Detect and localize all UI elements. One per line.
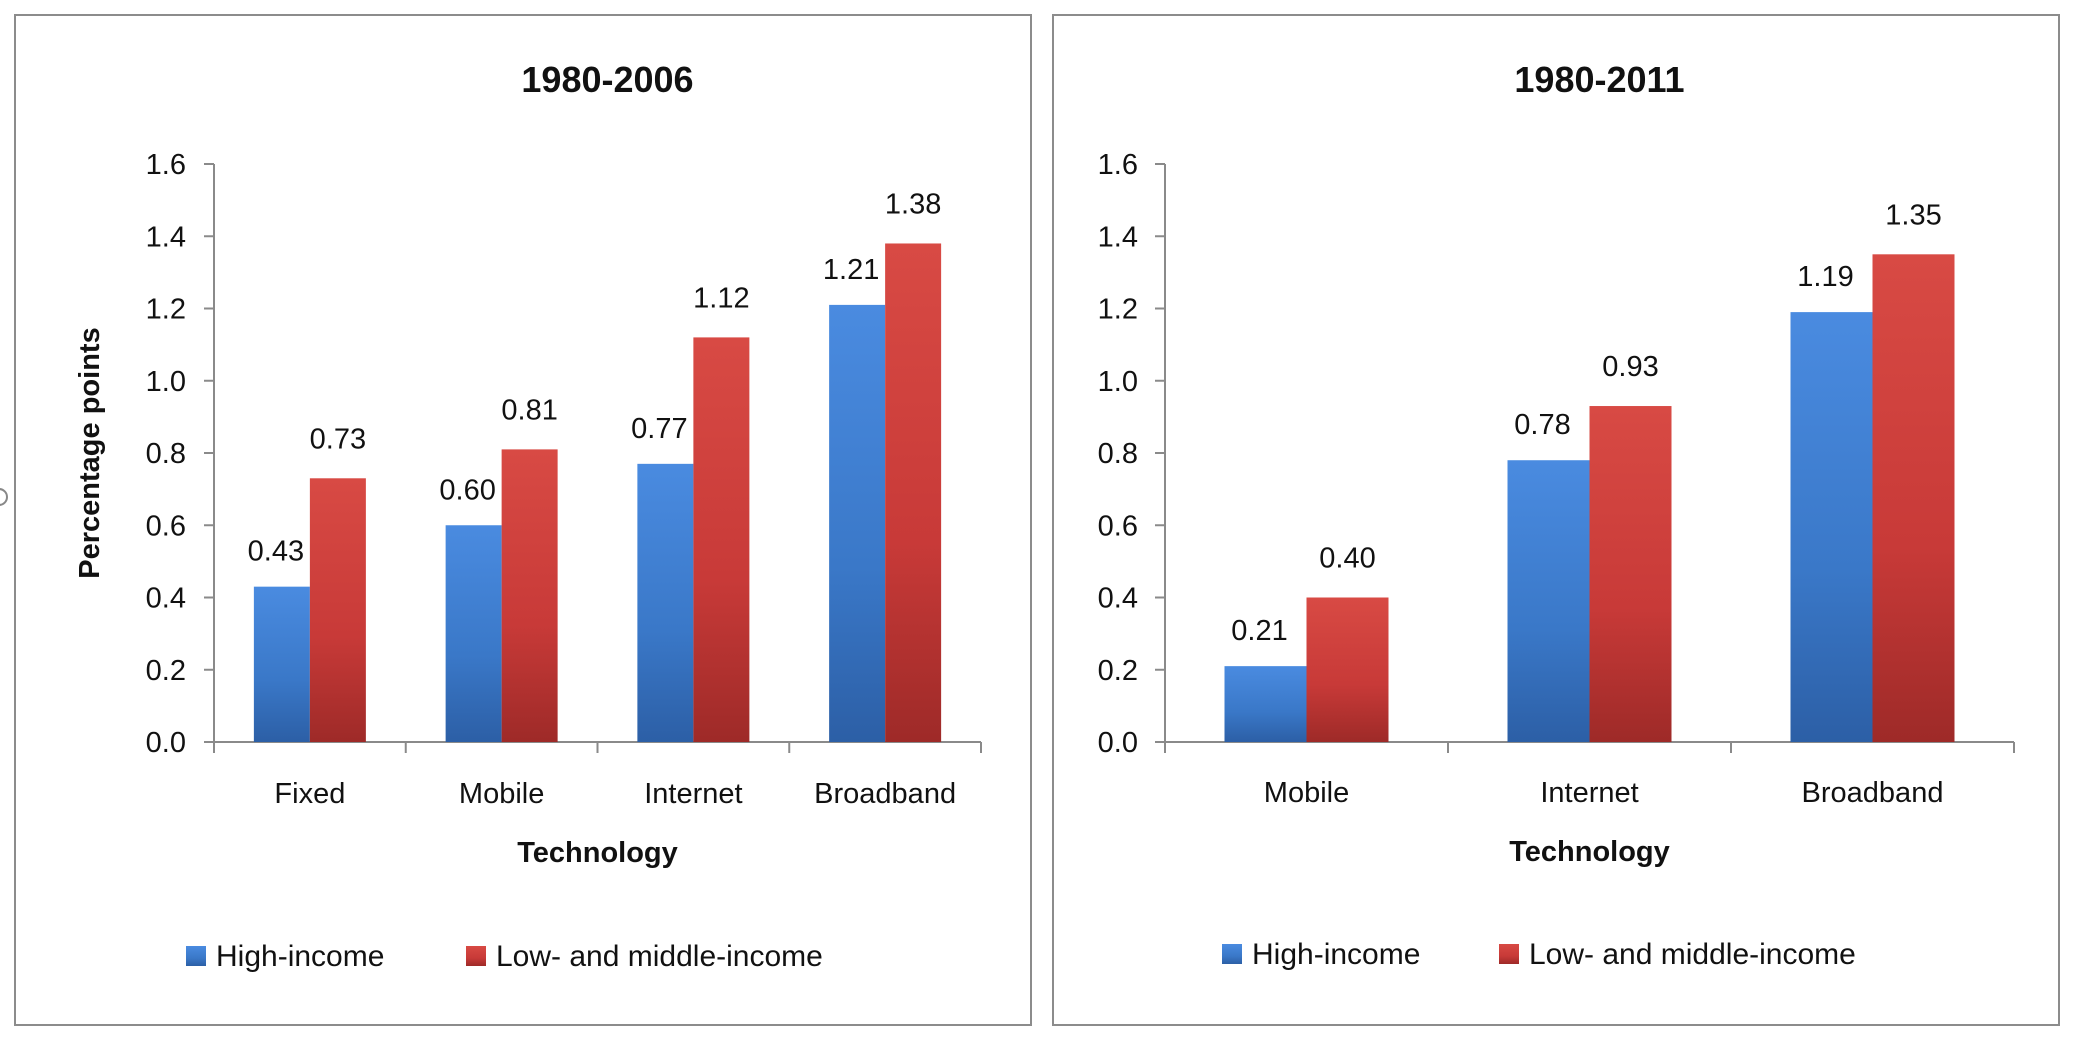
x-axis-label: Technology xyxy=(1509,836,1670,868)
chart-title: 1980-2006 xyxy=(521,59,693,100)
y-tick-label-1-2: 1.2 xyxy=(146,294,186,326)
data-label-high-income-internet: 0.78 xyxy=(1514,409,1570,441)
legend: High-income Low- and middle-income xyxy=(1222,938,1856,971)
data-label-low-and-middle-income-broadband: 1.35 xyxy=(1885,199,1941,231)
y-tick-label-0-0: 0.0 xyxy=(146,727,186,759)
legend-swatch-high-income xyxy=(1222,944,1242,964)
y-tick-label-1-0: 1.0 xyxy=(146,366,186,398)
legend-swatch-high-income xyxy=(186,946,206,966)
bar-low-and-middle-income-mobile xyxy=(1306,597,1389,742)
legend-label-high-income: High-income xyxy=(216,940,384,973)
panel-side-marker xyxy=(0,488,8,506)
data-label-high-income-broadband: 1.21 xyxy=(823,254,879,286)
y-tick-label-0-4: 0.4 xyxy=(146,583,186,615)
chart-panel-1980-2006: 1980-2006 0.0 0.2 0.4 0.6 0.8 1.0 1.2 1.4 1.6 Perc… xyxy=(14,14,1032,1026)
data-label-low-and-middle-income-mobile: 0.40 xyxy=(1319,543,1375,575)
bar-chart-1980-2006: 1980-2006 0.0 0.2 0.4 0.6 0.8 1.0 1.2 1.4 1.6 Perc… xyxy=(74,59,982,973)
legend-swatch-low-and-middle-income xyxy=(1499,944,1519,964)
x-axis-label: Technology xyxy=(517,837,678,869)
y-axis-label: Percentage points xyxy=(74,327,106,578)
category-label-internet: Internet xyxy=(1540,777,1638,809)
category-label-broadband: Broadband xyxy=(814,778,956,810)
legend-label-low-and-middle-income: Low- and middle-income xyxy=(1529,938,1856,971)
data-label-low-and-middle-income-internet: 1.12 xyxy=(693,282,749,314)
category-label-internet: Internet xyxy=(644,778,742,810)
y-tick-label-1-6: 1.6 xyxy=(1098,149,1138,181)
y-tick-label-0-2: 0.2 xyxy=(1098,655,1138,687)
bar-high-income-internet xyxy=(637,463,694,742)
legend: High-income Low- and middle-income xyxy=(186,940,823,973)
data-label-high-income-fixed: 0.43 xyxy=(248,536,304,568)
y-tick-label-0-6: 0.6 xyxy=(1098,510,1138,542)
bar-high-income-fixed xyxy=(253,586,310,742)
bar-low-and-middle-income-broadband xyxy=(885,243,942,742)
bar-low-and-middle-income-internet xyxy=(1589,406,1672,742)
y-tick-label-1-4: 1.4 xyxy=(1098,221,1138,253)
bar-low-and-middle-income-broadband xyxy=(1872,254,1955,742)
legend-label-high-income: High-income xyxy=(1252,938,1420,971)
data-label-high-income-internet: 0.77 xyxy=(631,413,687,445)
category-label-broadband: Broadband xyxy=(1802,777,1944,809)
bar-high-income-internet xyxy=(1507,460,1590,742)
y-tick-label-1-2: 1.2 xyxy=(1098,294,1138,326)
data-label-high-income-mobile: 0.60 xyxy=(439,474,495,506)
data-label-high-income-broadband: 1.19 xyxy=(1797,261,1853,293)
bar-low-and-middle-income-mobile xyxy=(501,449,558,742)
data-label-low-and-middle-income-mobile: 0.81 xyxy=(501,394,557,426)
data-label-low-and-middle-income-broadband: 1.38 xyxy=(885,188,941,220)
bar-chart-1980-2011: 1980-2011 0.0 0.2 0.4 0.6 0.8 1.0 1.2 1.4 1.6 Mobi… xyxy=(1098,59,2015,971)
y-tick-label-1-0: 1.0 xyxy=(1098,366,1138,398)
category-label-fixed: Fixed xyxy=(274,778,345,810)
chart-title: 1980-2011 xyxy=(1514,59,1684,100)
y-tick-label-0-8: 0.8 xyxy=(146,438,186,470)
data-label-low-and-middle-income-fixed: 0.73 xyxy=(310,423,366,455)
category-label-mobile: Mobile xyxy=(459,778,544,810)
data-label-low-and-middle-income-internet: 0.93 xyxy=(1602,351,1658,383)
bar-high-income-mobile xyxy=(445,525,502,742)
bar-low-and-middle-income-internet xyxy=(693,337,750,742)
bar-high-income-mobile xyxy=(1224,666,1307,742)
legend-label-low-and-middle-income: Low- and middle-income xyxy=(496,940,823,973)
y-tick-label-0-6: 0.6 xyxy=(146,510,186,542)
category-label-mobile: Mobile xyxy=(1264,777,1349,809)
y-tick-label-0-2: 0.2 xyxy=(146,655,186,687)
legend-swatch-low-and-middle-income xyxy=(466,946,486,966)
chart-panel-1980-2011: 1980-2011 0.0 0.2 0.4 0.6 0.8 1.0 1.2 1.4 1.6 Mobi… xyxy=(1052,14,2060,1026)
bar-low-and-middle-income-fixed xyxy=(309,478,366,742)
y-tick-label-1-4: 1.4 xyxy=(146,221,186,253)
y-tick-label-0-8: 0.8 xyxy=(1098,438,1138,470)
bar-high-income-broadband xyxy=(829,304,886,742)
y-tick-label-0-0: 0.0 xyxy=(1098,727,1138,759)
y-tick-label-1-6: 1.6 xyxy=(146,149,186,181)
bar-high-income-broadband xyxy=(1790,312,1873,742)
y-tick-label-0-4: 0.4 xyxy=(1098,583,1138,615)
data-label-high-income-mobile: 0.21 xyxy=(1231,615,1287,647)
